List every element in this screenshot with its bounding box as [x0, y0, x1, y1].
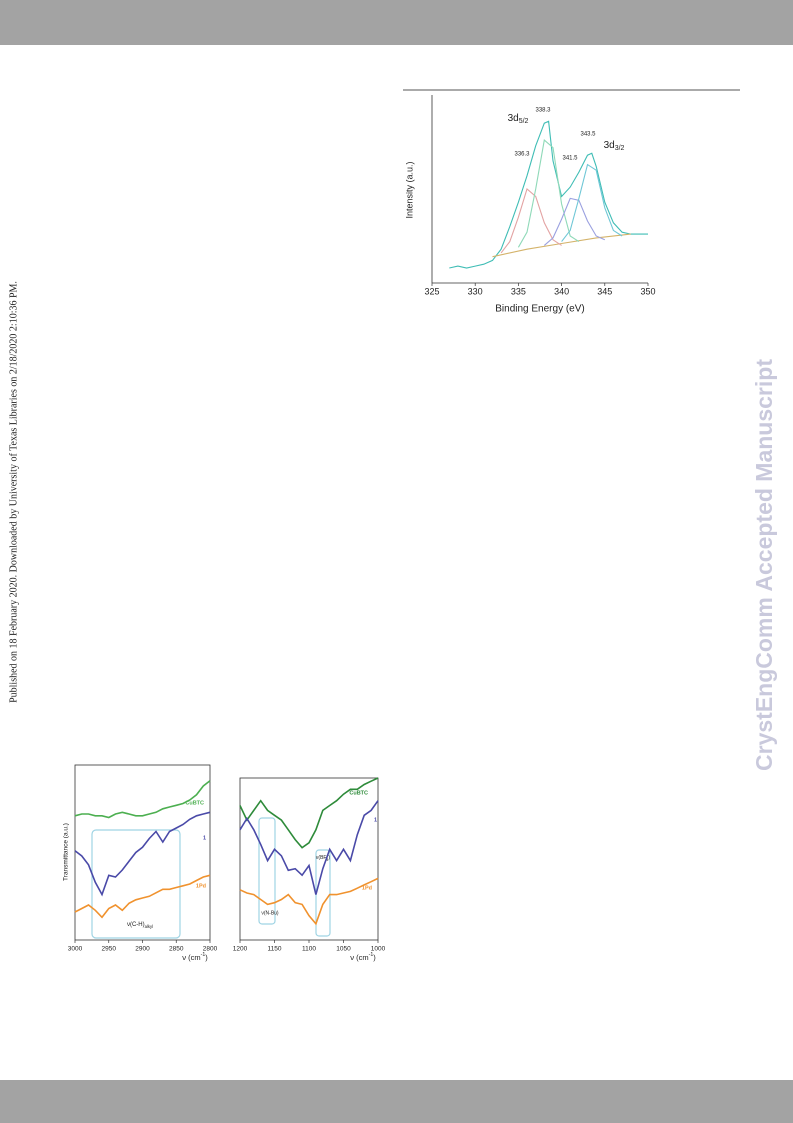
series-line [239, 877, 379, 926]
x-tick-label: 335 [511, 286, 526, 296]
annotation-part: ν(BF [316, 855, 327, 861]
x-tick-label: 340 [554, 286, 569, 296]
annotation-part: ν(C-H) [127, 922, 145, 928]
series-line [239, 800, 379, 895]
series-line [500, 188, 562, 254]
y-axis-label: Intensity (a.u.) [404, 161, 414, 218]
series-label: CuBTC [349, 790, 368, 796]
series-label: 1 [374, 817, 377, 823]
annotation: 338.3 [535, 108, 551, 114]
annotation: ν(N-Bu) [261, 910, 279, 916]
series-line [239, 777, 379, 849]
x-tick-label: 345 [597, 286, 612, 296]
x-axis-label: Binding Energy (eV) [495, 304, 585, 315]
annotation-sub: alkyl [145, 924, 153, 929]
annotation: ν(C-H)alkyl [127, 922, 153, 929]
annotation: 3d3/2 [604, 140, 625, 153]
x-axis-label-part: ν (cm [350, 953, 368, 962]
series-line [517, 139, 580, 248]
x-tick-label: 350 [640, 286, 655, 296]
x-tick-label: 2900 [135, 946, 150, 953]
series-line [449, 120, 648, 269]
x-tick-label: 1100 [302, 946, 316, 953]
series-line [543, 197, 606, 246]
annotation: 341.5 [562, 156, 578, 162]
annotation-part: ) [328, 855, 330, 861]
x-tick-label: 1200 [233, 946, 248, 953]
highlight-box [315, 849, 331, 937]
annotation-part: 3d [604, 140, 615, 151]
annotation: 336.3 [514, 152, 530, 158]
x-tick-label: 330 [468, 286, 483, 296]
footer-bar [0, 1080, 793, 1123]
x-tick-label: 1150 [268, 946, 282, 953]
x-tick-label: 1000 [371, 946, 386, 953]
x-tick-label: 325 [424, 286, 439, 296]
series-label: 1Pd [196, 883, 206, 889]
plot-frame [74, 764, 211, 941]
annotation: 3d5/2 [508, 113, 529, 126]
series-line [74, 811, 211, 897]
x-axis-label-sup: -1 [201, 952, 206, 958]
highlight-box [258, 817, 276, 925]
series-label: CuBTC [185, 800, 204, 806]
x-tick-label: 2850 [169, 946, 184, 953]
x-axis-label-part: ν (cm [182, 953, 200, 962]
x-axis-label: ν (cm-1) [182, 952, 208, 962]
x-axis-label-part: ) [205, 953, 208, 962]
series-label: 1 [203, 835, 206, 841]
x-tick-label: 2950 [102, 946, 117, 953]
series-label: 1Pd [362, 885, 372, 891]
annotation-part: 3d [508, 113, 519, 124]
x-axis-label: ν (cm-1) [350, 952, 376, 962]
x-tick-label: 1050 [336, 946, 351, 953]
annotation-sub: 3/2 [615, 145, 625, 152]
series-line [74, 780, 211, 819]
x-axis-label-sup: -1 [369, 952, 374, 958]
x-axis-label-part: ) [373, 953, 376, 962]
annotation-sub: 5/2 [519, 118, 529, 125]
x-tick-label: 2800 [203, 946, 218, 953]
annotation-sub: 4 [326, 858, 328, 862]
y-axis-label: Transmittance (a.u.) [63, 823, 70, 881]
annotation: ν(BF4) [316, 855, 331, 862]
series-line [492, 233, 631, 258]
highlight-box [91, 829, 181, 939]
series-line [561, 163, 623, 242]
series-line [74, 874, 211, 919]
x-tick-label: 3000 [68, 946, 83, 953]
watermark: CrystEngComm Accepted Manuscript [751, 359, 777, 771]
sidebar-note: Published on 18 February 2020. Downloade… [8, 281, 19, 703]
annotation: 343.5 [580, 132, 596, 138]
header-bar [0, 0, 793, 45]
